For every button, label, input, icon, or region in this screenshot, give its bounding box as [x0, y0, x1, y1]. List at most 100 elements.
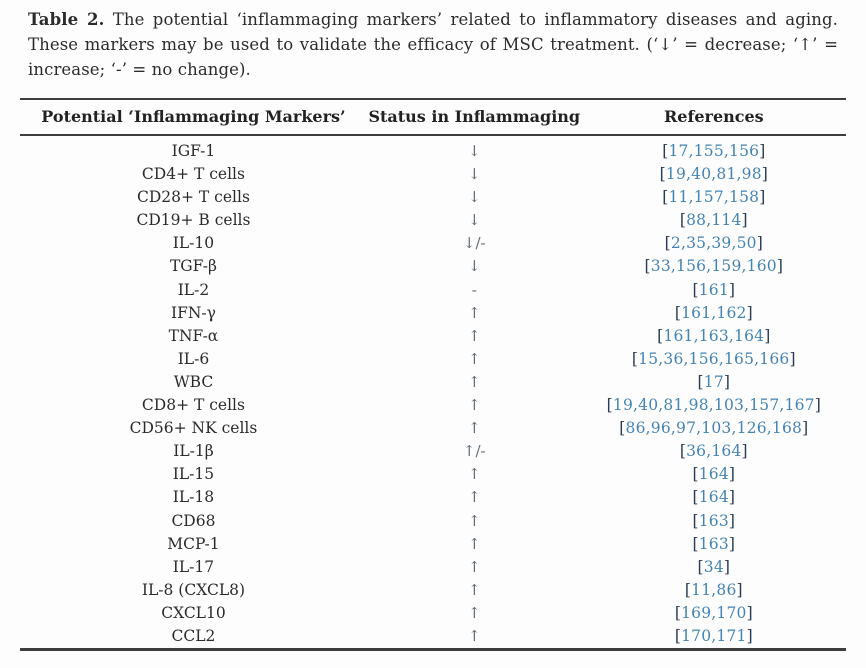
bracket-open: [	[692, 488, 699, 507]
table-row: IL-15 ↑ [164]	[20, 463, 846, 486]
bracket-open: [	[674, 303, 682, 322]
bracket-close: ]	[759, 142, 766, 160]
marker-name: CD4+ T cells	[141, 165, 245, 184]
reference-numbers: 170,171	[681, 626, 747, 645]
marker-name: MCP-1	[167, 534, 220, 553]
column-header-references: References	[581, 99, 846, 136]
marker-name: IL-17	[172, 557, 215, 576]
bracket-close: ]	[728, 488, 736, 507]
table-row: CXCL10 ↑ [169,170]	[20, 602, 846, 625]
reference-citation[interactable]: [163]	[582, 510, 846, 533]
bracket-open: [	[644, 257, 651, 276]
bracket-close: ]	[746, 603, 753, 622]
reference-citation[interactable]: [161,162]	[582, 302, 846, 325]
reference-numbers: 169,170	[681, 603, 747, 622]
marker-name: IGF-1	[171, 142, 216, 160]
reference-citation[interactable]: [163]	[582, 533, 846, 556]
marker-name: CD8+ T cells	[141, 396, 245, 415]
header-row: Potential ‘Inflammaging Markers’ Status …	[20, 99, 846, 136]
table-body: IGF-1 ↓ [17,155,156] CD4+ T cells ↓ [19,…	[20, 135, 846, 650]
reference-numbers: 163	[698, 534, 729, 553]
bracket-close: ]	[764, 326, 771, 345]
status-symbol: ↓	[467, 165, 481, 184]
bracket-close: ]	[756, 234, 763, 253]
reference-citation[interactable]: [164]	[582, 463, 846, 486]
reference-citation[interactable]: [2,35,39,50]	[582, 232, 846, 255]
reference-numbers: 164	[698, 488, 729, 507]
marker-name: IL-6	[177, 349, 210, 368]
reference-citation[interactable]: [86,96,97,103,126,168]	[582, 417, 846, 440]
bracket-close: ]	[776, 257, 784, 276]
bracket-close: ]	[741, 211, 748, 230]
bracket-open: [	[679, 442, 687, 461]
status-symbol: ↓/-	[462, 234, 486, 253]
reference-numbers: 19,40,81,98,103,157,167	[612, 396, 815, 415]
reference-citation[interactable]: [169,170]	[582, 602, 846, 625]
status-symbol: ↑	[467, 419, 481, 438]
bracket-close: ]	[814, 396, 821, 415]
column-header-status: Status in Inflammaging	[366, 99, 582, 136]
status-symbol: ↑	[467, 465, 481, 484]
table-caption-label: Table 2.	[28, 10, 105, 29]
table-row: IL-8 (CXCL8) ↑ [11,86]	[20, 579, 846, 602]
reference-citation[interactable]: [11,86]	[582, 579, 846, 602]
table-caption-text: The potential ‘inflammaging markers’ rel…	[28, 10, 838, 79]
table-row: IGF-1 ↓ [17,155,156]	[20, 135, 846, 163]
bracket-open: [	[657, 326, 664, 345]
bracket-open: [	[662, 188, 669, 207]
reference-citation[interactable]: [17,155,156]	[582, 135, 846, 163]
reference-numbers: 34	[703, 557, 724, 576]
bracket-close: ]	[728, 511, 736, 530]
reference-numbers: 17,155,156	[668, 142, 760, 160]
marker-name: CD28+ T cells	[136, 188, 250, 207]
reference-citation[interactable]: [33,156,159,160]	[582, 255, 846, 278]
table-row: CD56+ NK cells ↑ [86,96,97,103,126,168]	[20, 417, 846, 440]
reference-numbers: 86,96,97,103,126,168	[625, 419, 803, 438]
marker-name: IL-10	[172, 234, 215, 253]
table-row: CD4+ T cells ↓ [19,40,81,98]	[20, 163, 846, 186]
reference-citation[interactable]: [34]	[582, 556, 846, 579]
status-symbol: ↑	[467, 349, 481, 368]
reference-citation[interactable]: [170,171]	[582, 625, 846, 650]
reference-citation[interactable]: [15,36,156,165,166]	[582, 348, 846, 371]
reference-citation[interactable]: [161,163,164]	[582, 325, 846, 348]
bracket-open: [	[606, 396, 613, 415]
reference-citation[interactable]: [88,114]	[582, 209, 846, 232]
bracket-open: [	[662, 142, 669, 160]
reference-numbers: 17	[703, 372, 724, 391]
reference-citation[interactable]: [19,40,81,98]	[582, 163, 846, 186]
status-symbol: ↑	[467, 396, 481, 415]
marker-name: TNF-α	[168, 326, 219, 345]
reference-citation[interactable]: [19,40,81,98,103,157,167]	[582, 394, 846, 417]
status-symbol: ↑	[467, 603, 481, 622]
table-row: WBC ↑ [17]	[20, 371, 846, 394]
reference-citation[interactable]: [17]	[582, 371, 846, 394]
reference-numbers: 36,164	[686, 442, 742, 461]
bracket-open: [	[692, 534, 699, 553]
bracket-close: ]	[802, 419, 809, 438]
marker-name: IL-1β	[173, 442, 214, 461]
bracket-close: ]	[746, 626, 753, 645]
reference-numbers: 11,86	[691, 580, 737, 599]
table-row: TNF-α ↑ [161,163,164]	[20, 325, 846, 348]
status-symbol: ↑	[467, 511, 481, 530]
table-row: IL-18 ↑ [164]	[20, 486, 846, 509]
reference-citation[interactable]: [164]	[582, 486, 846, 509]
status-symbol: ↓	[467, 188, 481, 207]
reference-citation[interactable]: [161]	[582, 279, 846, 302]
reference-numbers: 88,114	[686, 211, 742, 230]
bracket-open: [	[697, 372, 704, 391]
bracket-close: ]	[723, 372, 731, 391]
bracket-close: ]	[789, 349, 796, 368]
bracket-close: ]	[728, 534, 736, 553]
table-caption: Table 2. The potential ‘inflammaging mar…	[28, 7, 838, 82]
status-symbol: ↓	[467, 142, 481, 160]
reference-numbers: 161	[698, 280, 729, 299]
marker-name: IL-8 (CXCL8)	[141, 580, 246, 599]
bracket-close: ]	[761, 165, 769, 184]
bracket-open: [	[679, 211, 687, 230]
reference-citation[interactable]: [11,157,158]	[582, 186, 846, 209]
status-symbol: ↑	[467, 303, 481, 322]
table-row: CD8+ T cells ↑ [19,40,81,98,103,157,167]	[20, 394, 846, 417]
reference-citation[interactable]: [36,164]	[582, 440, 846, 463]
